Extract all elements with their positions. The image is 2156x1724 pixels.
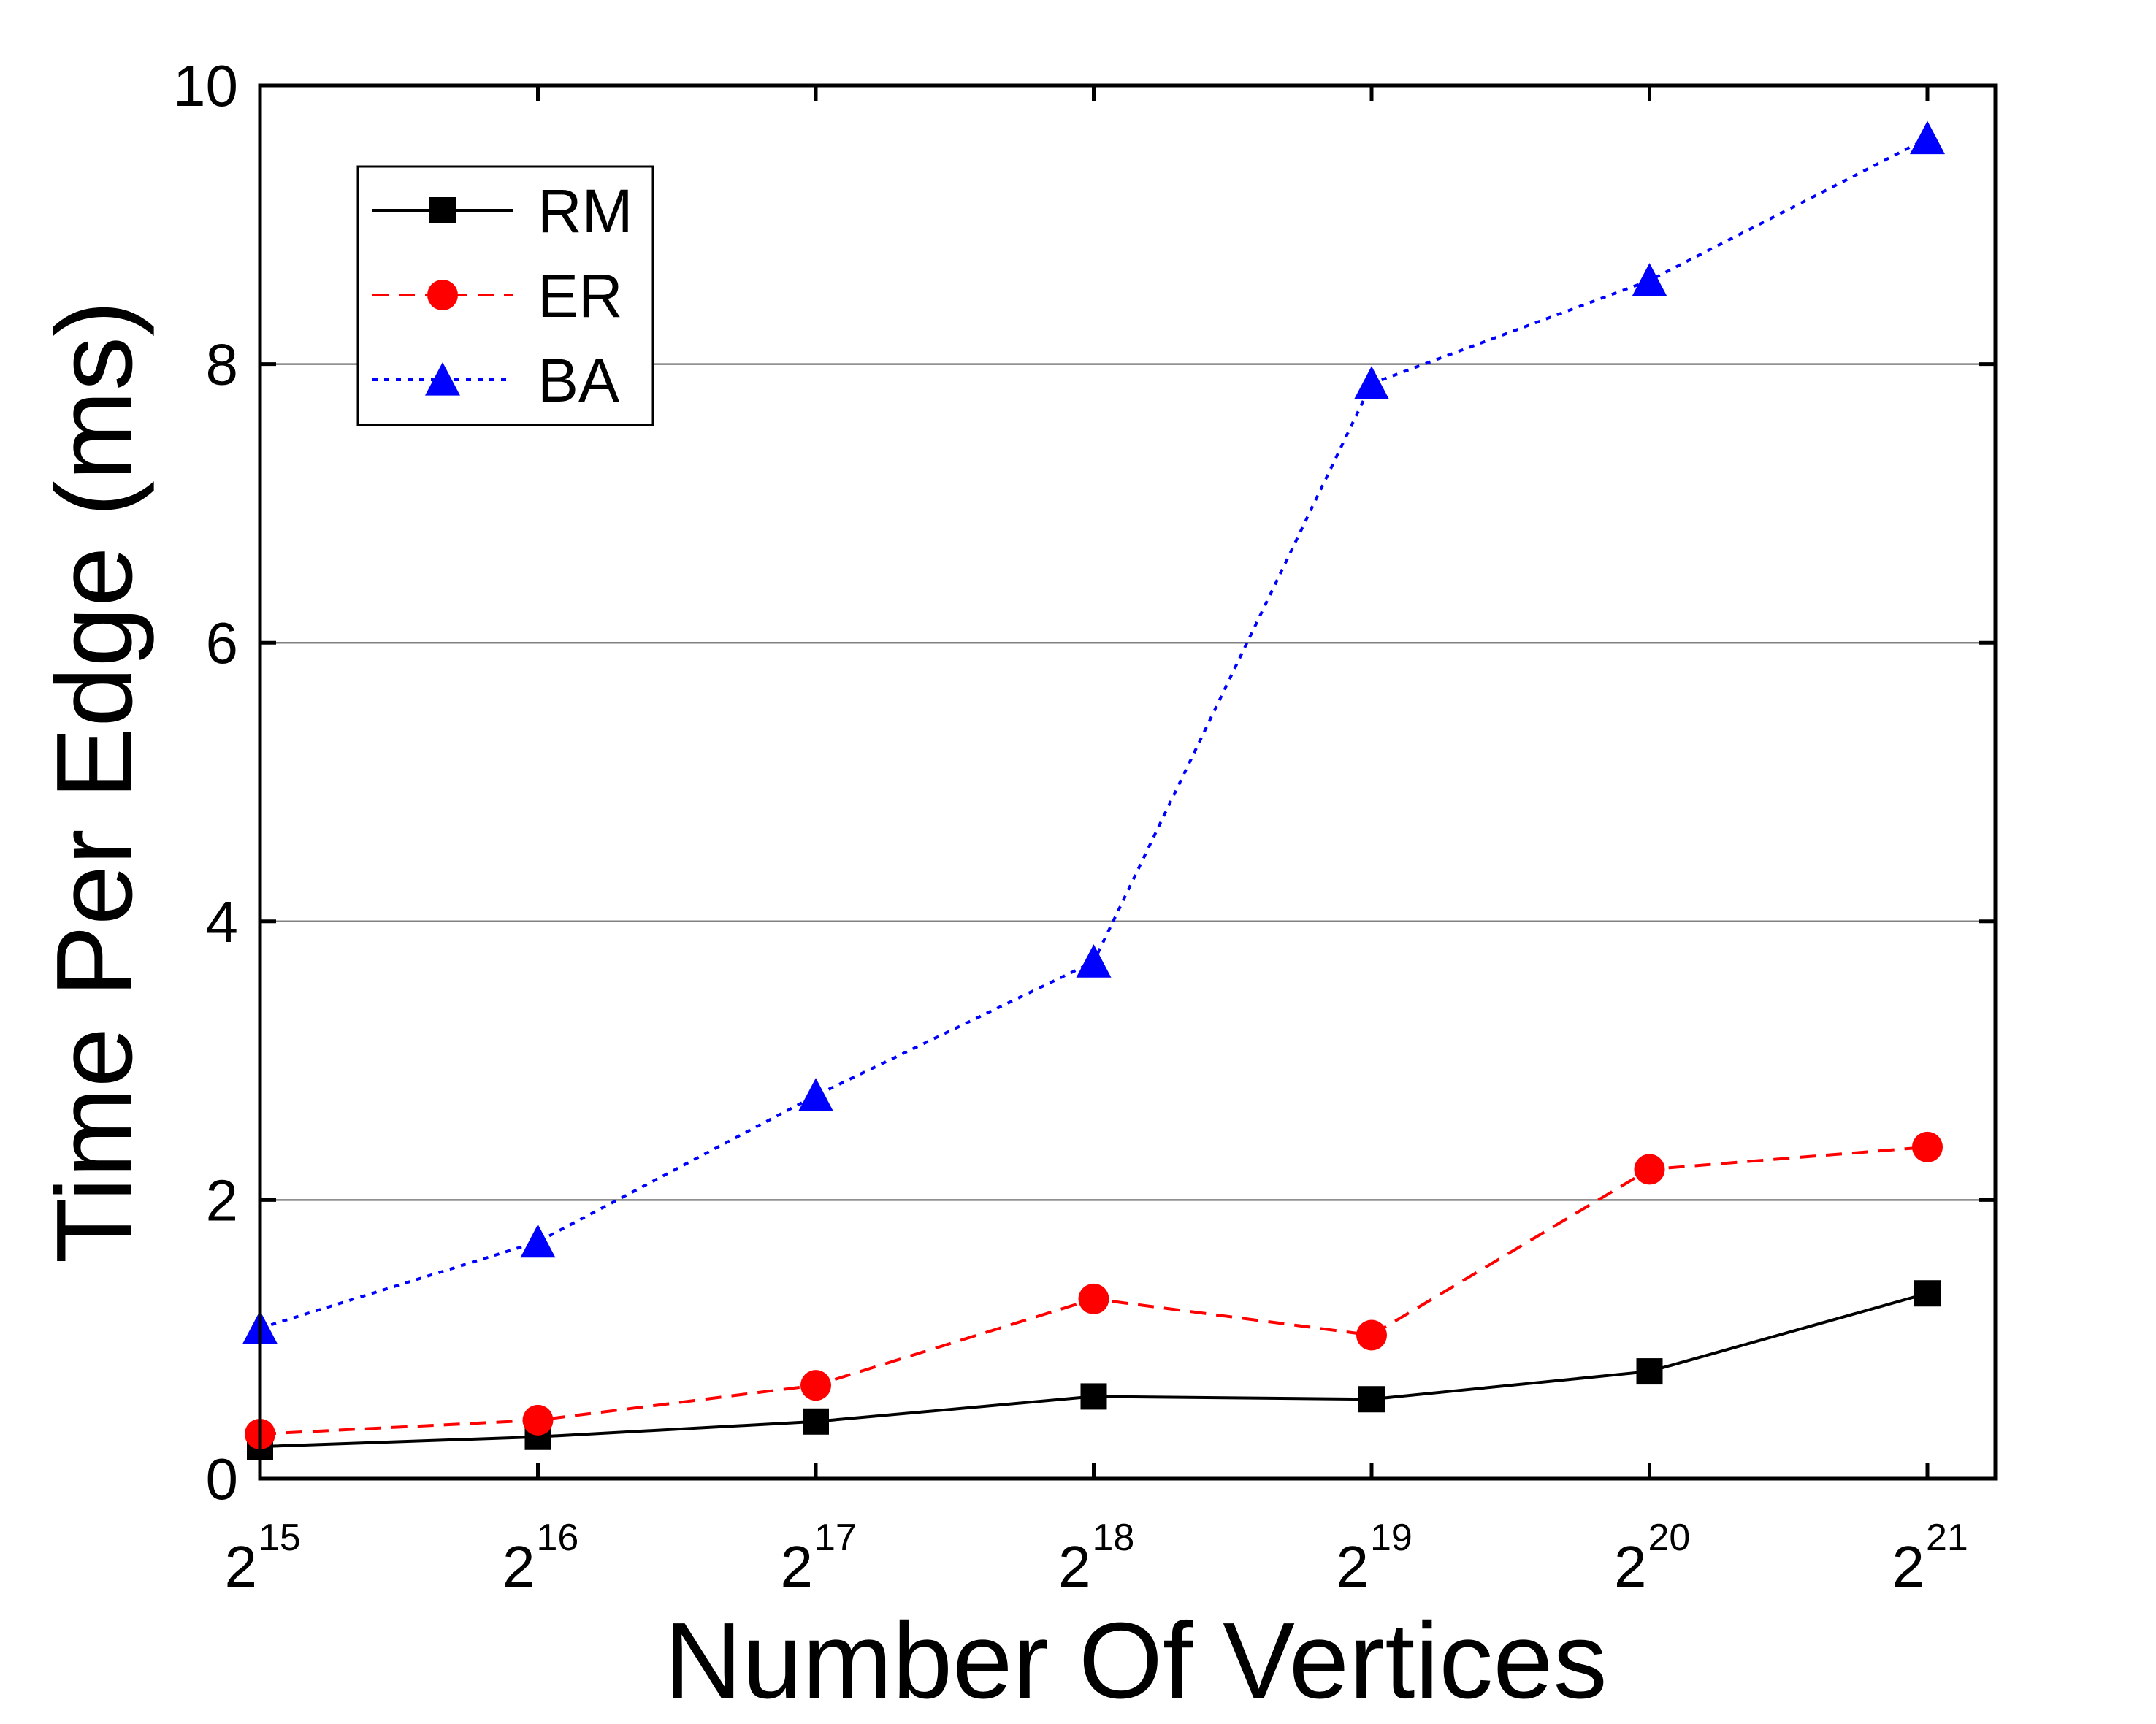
x-tick-label: 2 18 — [1058, 1517, 1134, 1599]
data-point-rm — [1080, 1383, 1107, 1410]
plot-frame — [258, 83, 1998, 1481]
x-tick-label: 2 15 — [225, 1517, 301, 1599]
series-group — [242, 120, 1945, 1460]
data-point-rm — [1636, 1358, 1663, 1385]
x-tick-label-exponent: 17 — [814, 1517, 857, 1559]
axis-ticks — [258, 83, 1995, 1481]
y-axis-title: Time Per Edge (ms) — [34, 301, 155, 1264]
data-point-er — [800, 1370, 831, 1401]
data-point-ba — [1632, 263, 1667, 296]
data-point-rm — [1914, 1280, 1941, 1307]
legend-item-rm: RM — [372, 177, 633, 245]
y-tick-label: 4 — [206, 889, 239, 954]
legend-item-er: ER — [372, 261, 623, 330]
x-tick-label-base: 2 — [225, 1534, 258, 1599]
legend-marker-rm — [429, 197, 456, 223]
legend-label-ba: BA — [538, 346, 619, 415]
data-point-ba — [1354, 366, 1389, 399]
x-tick-label: 2 17 — [781, 1517, 857, 1599]
data-point-er — [1634, 1154, 1665, 1185]
data-point-ba — [1076, 944, 1112, 978]
x-tick-label-exponent: 16 — [537, 1517, 579, 1559]
x-tick-label-base: 2 — [781, 1534, 814, 1599]
y-tick-label: 10 — [173, 53, 238, 118]
series-line-rm — [259, 1292, 1928, 1449]
legend: RM ER BA — [356, 165, 654, 426]
y-tick-label: 6 — [206, 610, 239, 675]
gridlines — [260, 363, 1995, 1201]
x-tick-label-exponent: 15 — [259, 1517, 301, 1559]
series-er — [245, 1131, 1943, 1449]
data-point-ba — [520, 1224, 556, 1258]
x-tick-label: 2 20 — [1614, 1517, 1690, 1599]
legend-label-rm: RM — [538, 177, 633, 245]
data-point-er — [522, 1404, 554, 1436]
x-tick-label-exponent: 19 — [1370, 1517, 1413, 1559]
x-tick-label: 2 19 — [1337, 1517, 1413, 1599]
data-point-rm — [803, 1408, 829, 1435]
data-point-er — [1078, 1283, 1109, 1314]
x-tick-label-base: 2 — [1337, 1534, 1369, 1599]
data-point-rm — [1358, 1386, 1385, 1413]
data-point-er — [1356, 1319, 1387, 1351]
x-tick-label-exponent: 20 — [1648, 1517, 1691, 1559]
data-point-ba — [798, 1078, 833, 1111]
x-tick-label: 2 21 — [1892, 1517, 1968, 1599]
x-tick-label-exponent: 21 — [1926, 1517, 1968, 1559]
y-tick-label: 2 — [206, 1168, 239, 1233]
x-tick-label-base: 2 — [502, 1534, 535, 1599]
data-point-ba — [1910, 120, 1945, 155]
x-tick-label: 2 16 — [502, 1517, 578, 1599]
x-tick-label-base: 2 — [1892, 1534, 1925, 1599]
legend-item-ba: BA — [372, 346, 619, 415]
x-axis-title: Number Of Vertices — [664, 1601, 1607, 1721]
y-tick-label: 0 — [206, 1447, 239, 1512]
legend-label-er: ER — [538, 261, 623, 330]
legend-marker-er — [427, 280, 458, 310]
x-tick-label-base: 2 — [1614, 1534, 1647, 1599]
data-point-er — [1912, 1131, 1943, 1162]
y-tick-label: 8 — [206, 332, 239, 397]
x-tick-label-exponent: 18 — [1093, 1517, 1135, 1559]
legend-marker-ba — [425, 362, 460, 396]
x-tick-label-base: 2 — [1058, 1534, 1091, 1599]
